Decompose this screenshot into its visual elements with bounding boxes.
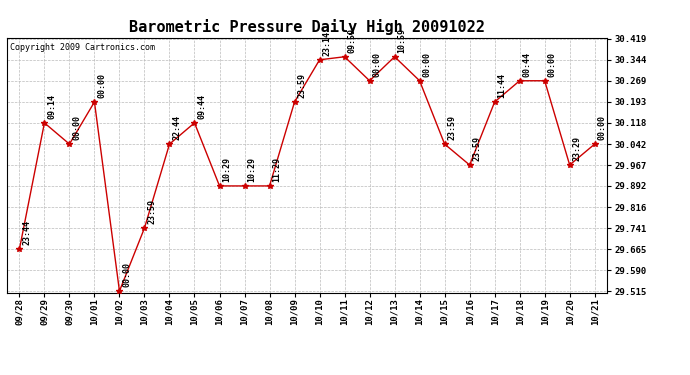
Text: 00:00: 00:00 [598,115,607,140]
Text: 22:44: 22:44 [172,115,181,140]
Text: 00:44: 00:44 [522,52,531,76]
Text: 00:00: 00:00 [72,115,81,140]
Text: 23:59: 23:59 [447,115,456,140]
Text: 09:59: 09:59 [347,28,356,53]
Text: 10:29: 10:29 [247,157,256,182]
Title: Barometric Pressure Daily High 20091022: Barometric Pressure Daily High 20091022 [129,19,485,35]
Text: 00:00: 00:00 [547,52,556,76]
Text: 09:44: 09:44 [197,94,206,119]
Text: 23:29: 23:29 [573,136,582,161]
Text: 10:59: 10:59 [397,28,406,53]
Text: 23:59: 23:59 [297,73,306,98]
Text: 00:00: 00:00 [97,73,106,98]
Text: 00:00: 00:00 [122,262,131,287]
Text: 23:44: 23:44 [22,220,31,245]
Text: 23:14: 23:14 [322,31,331,56]
Text: 11:44: 11:44 [497,73,506,98]
Text: 00:00: 00:00 [373,52,382,76]
Text: 23:59: 23:59 [473,136,482,161]
Text: 09:14: 09:14 [47,94,56,119]
Text: 23:59: 23:59 [147,199,156,224]
Text: 11:29: 11:29 [273,157,282,182]
Text: 00:00: 00:00 [422,52,431,76]
Text: 10:29: 10:29 [222,157,231,182]
Text: Copyright 2009 Cartronics.com: Copyright 2009 Cartronics.com [10,43,155,52]
